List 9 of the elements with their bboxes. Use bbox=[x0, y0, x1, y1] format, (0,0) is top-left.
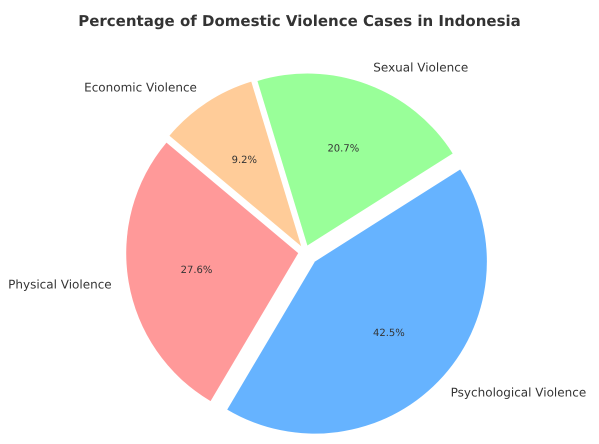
data-label: 42.5% bbox=[373, 328, 405, 340]
data-label: 27.6% bbox=[180, 265, 212, 276]
chart-title: Percentage of Domestic Violence Cases in Indonesia bbox=[78, 12, 521, 30]
data-label: 20.7% bbox=[327, 144, 360, 155]
slice-label: Sexual Violence bbox=[373, 60, 468, 74]
slice-label: Psychological Violence bbox=[450, 386, 586, 400]
slice-label: Physical Violence bbox=[8, 277, 112, 292]
slice-label: Economic Violence bbox=[84, 80, 197, 95]
data-label: 9.2% bbox=[232, 154, 258, 166]
